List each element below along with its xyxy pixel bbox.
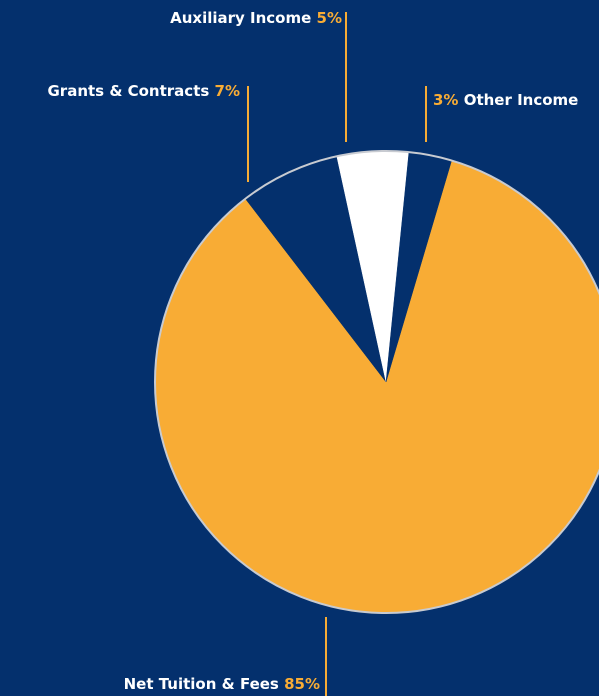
leader-lines <box>247 12 427 696</box>
slice-value-other-income: 3% <box>433 91 459 109</box>
label-grants-contracts: Grants & Contracts 7% <box>47 82 240 100</box>
pie-outline <box>154 150 599 614</box>
label-net-tuition-fees: Net Tuition & Fees 85% <box>124 675 320 693</box>
slice-label-net-tuition-fees: Net Tuition & Fees <box>123 675 279 693</box>
slice-value-net-tuition-fees: 85% <box>284 675 320 693</box>
pie-slices <box>154 150 599 614</box>
slice-value-grants-contracts: 7% <box>214 82 240 100</box>
slice-label-grants-contracts: Grants & Contracts <box>47 82 210 100</box>
slice-label-other-income: Other Income <box>463 91 579 109</box>
slice-label-auxiliary-income: Auxiliary Income <box>170 9 312 27</box>
slice-value-auxiliary-income: 5% <box>316 9 342 27</box>
label-auxiliary-income: Auxiliary Income 5% <box>170 9 342 27</box>
label-other-income: 3% Other Income <box>433 91 578 109</box>
